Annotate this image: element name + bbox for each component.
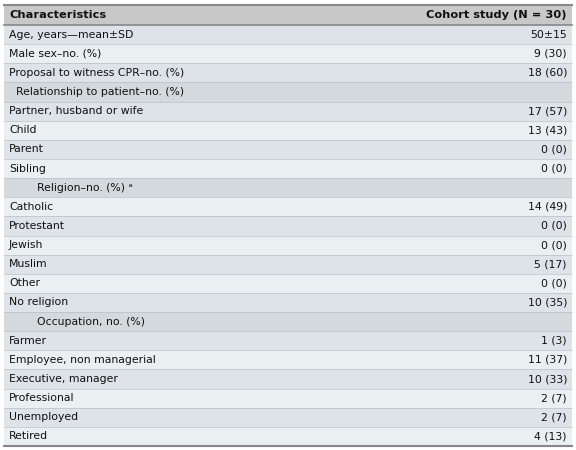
Bar	[4, 63, 572, 82]
Bar	[4, 44, 572, 63]
Text: Farmer: Farmer	[9, 336, 47, 346]
Text: 2 (7): 2 (7)	[541, 412, 567, 422]
Text: 10 (35): 10 (35)	[528, 297, 567, 307]
Text: Protestant: Protestant	[9, 221, 65, 231]
Text: Age, years—mean±SD: Age, years—mean±SD	[9, 30, 134, 40]
Text: 11 (37): 11 (37)	[528, 355, 567, 365]
Text: 50±15: 50±15	[530, 30, 567, 40]
Text: Professional: Professional	[9, 393, 74, 403]
Text: Muslim: Muslim	[9, 259, 48, 269]
Text: Parent: Parent	[9, 144, 44, 154]
Bar	[4, 197, 572, 216]
Bar	[4, 274, 572, 293]
Bar	[4, 369, 572, 389]
Text: Catholic: Catholic	[9, 202, 53, 212]
Bar	[4, 389, 572, 408]
Bar	[4, 408, 572, 427]
Bar	[4, 350, 572, 369]
Bar	[4, 25, 572, 44]
Text: 0 (0): 0 (0)	[541, 221, 567, 231]
Text: Religion–no. (%) ᵃ: Religion–no. (%) ᵃ	[9, 183, 132, 193]
Bar	[4, 82, 572, 102]
Bar	[4, 216, 572, 235]
Text: 1 (3): 1 (3)	[541, 336, 567, 346]
Text: 13 (43): 13 (43)	[528, 125, 567, 135]
Text: Jewish: Jewish	[9, 240, 43, 250]
Text: Relationship to patient–no. (%): Relationship to patient–no. (%)	[9, 87, 184, 97]
Text: Sibling: Sibling	[9, 163, 46, 174]
Text: 0 (0): 0 (0)	[541, 279, 567, 288]
Bar	[4, 5, 572, 25]
Text: 9 (30): 9 (30)	[535, 49, 567, 58]
Bar	[4, 293, 572, 312]
Text: Employee, non managerial: Employee, non managerial	[9, 355, 156, 365]
Bar	[4, 140, 572, 159]
Text: Occupation, no. (%): Occupation, no. (%)	[9, 317, 145, 327]
Text: 0 (0): 0 (0)	[541, 163, 567, 174]
Bar	[4, 121, 572, 140]
Text: 10 (33): 10 (33)	[528, 374, 567, 384]
Text: 18 (60): 18 (60)	[528, 68, 567, 78]
Text: Characteristics: Characteristics	[9, 10, 106, 20]
Text: 0 (0): 0 (0)	[541, 144, 567, 154]
Text: No religion: No religion	[9, 297, 68, 307]
Bar	[4, 159, 572, 178]
Text: Other: Other	[9, 279, 40, 288]
Text: Executive, manager: Executive, manager	[9, 374, 118, 384]
Bar	[4, 331, 572, 350]
Bar	[4, 102, 572, 121]
Bar	[4, 235, 572, 255]
Bar	[4, 178, 572, 197]
Text: Child: Child	[9, 125, 36, 135]
Text: Cohort study (N = 30): Cohort study (N = 30)	[426, 10, 567, 20]
Text: Retired: Retired	[9, 432, 48, 441]
Text: Partner, husband or wife: Partner, husband or wife	[9, 106, 143, 116]
Bar	[4, 427, 572, 446]
Text: 14 (49): 14 (49)	[528, 202, 567, 212]
Text: 0 (0): 0 (0)	[541, 240, 567, 250]
Text: 4 (13): 4 (13)	[535, 432, 567, 441]
Text: 2 (7): 2 (7)	[541, 393, 567, 403]
Text: 5 (17): 5 (17)	[535, 259, 567, 269]
Text: Male sex–no. (%): Male sex–no. (%)	[9, 49, 101, 58]
Bar	[4, 255, 572, 274]
Bar	[4, 312, 572, 331]
Text: Unemployed: Unemployed	[9, 412, 78, 422]
Text: Proposal to witness CPR–no. (%): Proposal to witness CPR–no. (%)	[9, 68, 184, 78]
Text: 17 (57): 17 (57)	[528, 106, 567, 116]
